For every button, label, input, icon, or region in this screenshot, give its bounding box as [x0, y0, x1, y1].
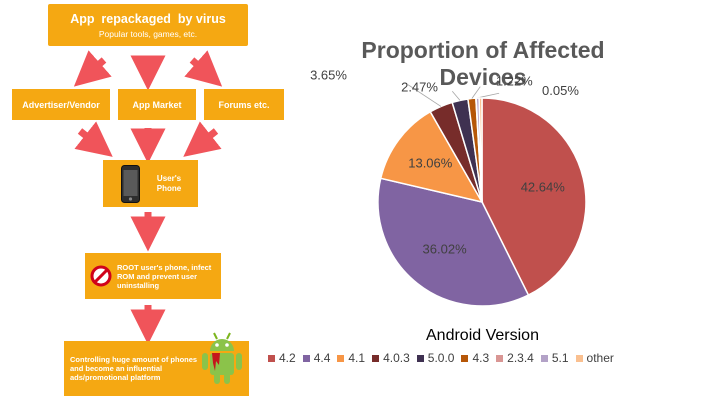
legend-label: 4.3 [472, 351, 490, 365]
legend-swatch [540, 354, 548, 362]
control-platform-label: Controlling huge amount of phones and be… [70, 355, 198, 382]
legend-title: Android Version [426, 327, 539, 344]
infected-android-icon [202, 332, 242, 384]
legend-item-4-1: 4.1 [337, 351, 365, 365]
legend-label: other [586, 351, 614, 365]
chart-title: Proportion of Affected Devices [361, 37, 605, 90]
pie-slice-4-2 [481, 97, 587, 297]
pie-label-5-0-0: 2.47% [401, 79, 438, 94]
arrow-forums-to-phone [183, 121, 222, 157]
legend-item-5-0-0: 5.0.0 [416, 351, 455, 365]
forums-label: Forums etc. [218, 99, 270, 110]
legend-label: 5.0.0 [427, 351, 455, 365]
pie-label-4-0-3: 3.65% [310, 70, 347, 82]
pie-label-4-3: 1.22% [496, 73, 533, 88]
legend-swatch [268, 354, 275, 362]
pie-label-4-2: 42.64% [521, 180, 566, 195]
legend-label: 5.1 [551, 351, 569, 365]
app-market-box: App Market [118, 89, 196, 120]
legend-swatch [302, 354, 310, 362]
pie-label-2-3-4: 0.05% [542, 83, 579, 98]
pie-slice-4-1 [379, 110, 484, 204]
pie-chart: 42.64% 36.02% 13.06% 3.65% 2.47% 1.22% 0.05% [310, 70, 587, 307]
legend-item-2-3-4: 2.3.4 [496, 351, 534, 365]
pie-leader-5-0-0 [451, 90, 461, 101]
legend-swatch [461, 354, 469, 362]
legend-swatch [372, 354, 380, 362]
repackaged-app-subtitle: Popular tools, games, etc. [98, 28, 198, 39]
prohibited-icon [90, 265, 112, 287]
legend-swatch [337, 354, 345, 362]
arrow-vendor-to-phone [74, 121, 113, 157]
legend-item-5-1: 5.1 [540, 351, 569, 365]
app-market-label: App Market [132, 99, 182, 110]
legend-item-4-2: 4.2 [268, 351, 296, 365]
pie-label-4-4: 36.02% [423, 241, 468, 256]
legend-item-4-0-3: 4.0.3 [372, 351, 410, 365]
legend-label: 4.0.3 [383, 351, 410, 365]
control-platform-box: Controlling huge amount of phones and be… [64, 332, 249, 396]
vendor-box: Advertiser/Vendor [12, 89, 110, 120]
root-phone-label: ROOT user's phone, infect ROM and preven… [117, 262, 212, 290]
users-phone-label: User's Phone [156, 173, 182, 193]
flow-arrows [73, 50, 223, 345]
legend-label: 2.3.4 [507, 351, 534, 365]
legend-swatch [416, 354, 424, 362]
pie-slice-other [478, 97, 483, 203]
pie-slice-4-4 [377, 177, 530, 307]
chart-legend: 4.2 4.4 4.1 4.0.3 5.0.0 4.3 2.3.4 5.1 other [268, 351, 726, 365]
forums-box: Forums etc. [204, 89, 284, 120]
pie-label-4-1: 13.06% [408, 155, 453, 170]
legend-item-4-4: 4.4 [302, 351, 331, 365]
repackaged-app-box: App repackaged by virus Popular tools, g… [48, 4, 248, 46]
legend-label: 4.1 [348, 351, 366, 365]
legend-swatch [496, 354, 504, 362]
vendor-label: Advertiser/Vendor [22, 99, 100, 110]
pie-leader-4-3 [471, 86, 481, 99]
arrow-top-to-vendor [73, 50, 112, 87]
legend-label: 4.4 [313, 351, 331, 365]
pie-leader-4-0-3 [407, 84, 442, 107]
legend-swatch [575, 354, 583, 362]
legend-label: 4.2 [279, 351, 296, 365]
root-phone-box: ROOT user's phone, infect ROM and preven… [85, 253, 221, 299]
legend-item-other: other [575, 351, 614, 365]
users-phone-box: User's Phone [103, 160, 198, 207]
legend-item-4-3: 4.3 [461, 351, 489, 365]
arrow-top-to-forums [184, 50, 223, 87]
repackaged-app-title: App repackaged by virus [70, 11, 226, 26]
phone-icon [121, 164, 140, 203]
